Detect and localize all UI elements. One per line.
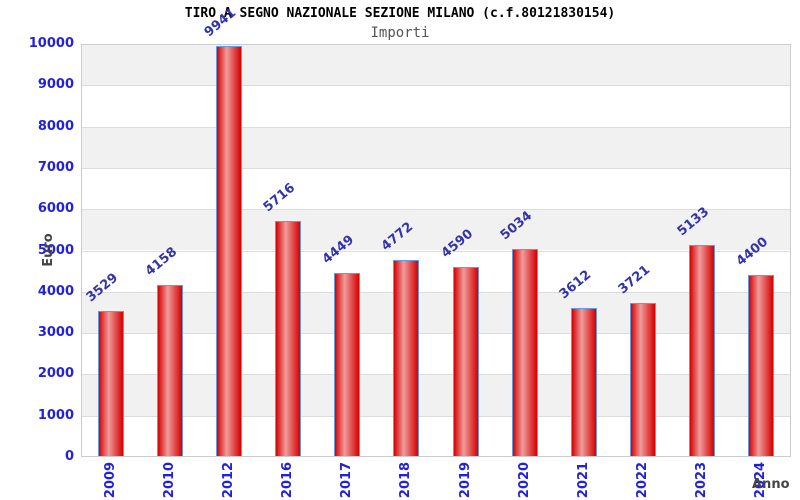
y-tick-label: 10000 xyxy=(28,36,74,51)
gridline xyxy=(81,250,791,252)
y-tick-label: 6000 xyxy=(37,201,74,217)
bar-2019 xyxy=(452,267,479,457)
bar-2017 xyxy=(334,273,361,457)
plot-band xyxy=(81,209,791,251)
plot-band xyxy=(81,44,791,86)
bar-2021 xyxy=(570,307,597,457)
x-tick-label: 2020 xyxy=(516,461,532,499)
x-tick-label: 2018 xyxy=(398,461,414,499)
x-tick-label: 2009 xyxy=(102,461,118,499)
bar-2020 xyxy=(511,249,538,457)
gridline xyxy=(81,374,791,376)
x-tick-label: 2021 xyxy=(575,461,591,499)
y-tick-label: 8000 xyxy=(37,118,74,134)
plot-band xyxy=(81,374,791,416)
plot-area xyxy=(81,44,791,457)
gridline xyxy=(81,333,791,335)
y-tick-label: 0 xyxy=(64,449,74,464)
bar-2012 xyxy=(215,46,242,457)
y-tick-label: 3000 xyxy=(37,325,74,341)
gridline xyxy=(81,85,791,87)
y-tick-label: 9000 xyxy=(37,77,74,93)
y-tick-label: 2000 xyxy=(37,366,74,382)
gridline xyxy=(81,415,791,417)
x-axis-title: Anno xyxy=(752,477,790,492)
y-tick-label: 5000 xyxy=(37,242,74,258)
plot-band xyxy=(81,291,791,334)
x-tick-label: 2010 xyxy=(161,461,177,499)
bar-2010 xyxy=(156,285,183,457)
gridline xyxy=(81,126,791,128)
gridline xyxy=(81,209,791,211)
y-tick-label: 4000 xyxy=(37,283,74,299)
x-tick-label: 2012 xyxy=(220,461,236,499)
y-axis-title: Euro xyxy=(41,233,56,267)
bar-2009 xyxy=(97,311,124,457)
bar-2024 xyxy=(748,275,775,457)
gridline xyxy=(81,167,791,169)
x-tick-label: 2022 xyxy=(635,461,651,499)
chart-title: TIRO A SEGNO NAZIONALE SEZIONE MILANO (c… xyxy=(184,6,616,21)
chart-subtitle: Importi xyxy=(370,25,430,41)
bar-2016 xyxy=(275,220,302,457)
bar-2023 xyxy=(689,245,716,457)
x-tick-label: 2017 xyxy=(339,461,355,499)
x-tick-label: 2023 xyxy=(694,461,710,499)
y-tick-label: 7000 xyxy=(37,159,74,175)
gridline xyxy=(81,291,791,293)
bar-2018 xyxy=(393,259,420,457)
bar-2022 xyxy=(630,303,657,457)
y-tick-label: 1000 xyxy=(37,407,74,423)
plot-band xyxy=(81,126,791,168)
x-tick-label: 2016 xyxy=(280,461,296,499)
x-tick-label: 2019 xyxy=(457,461,473,499)
